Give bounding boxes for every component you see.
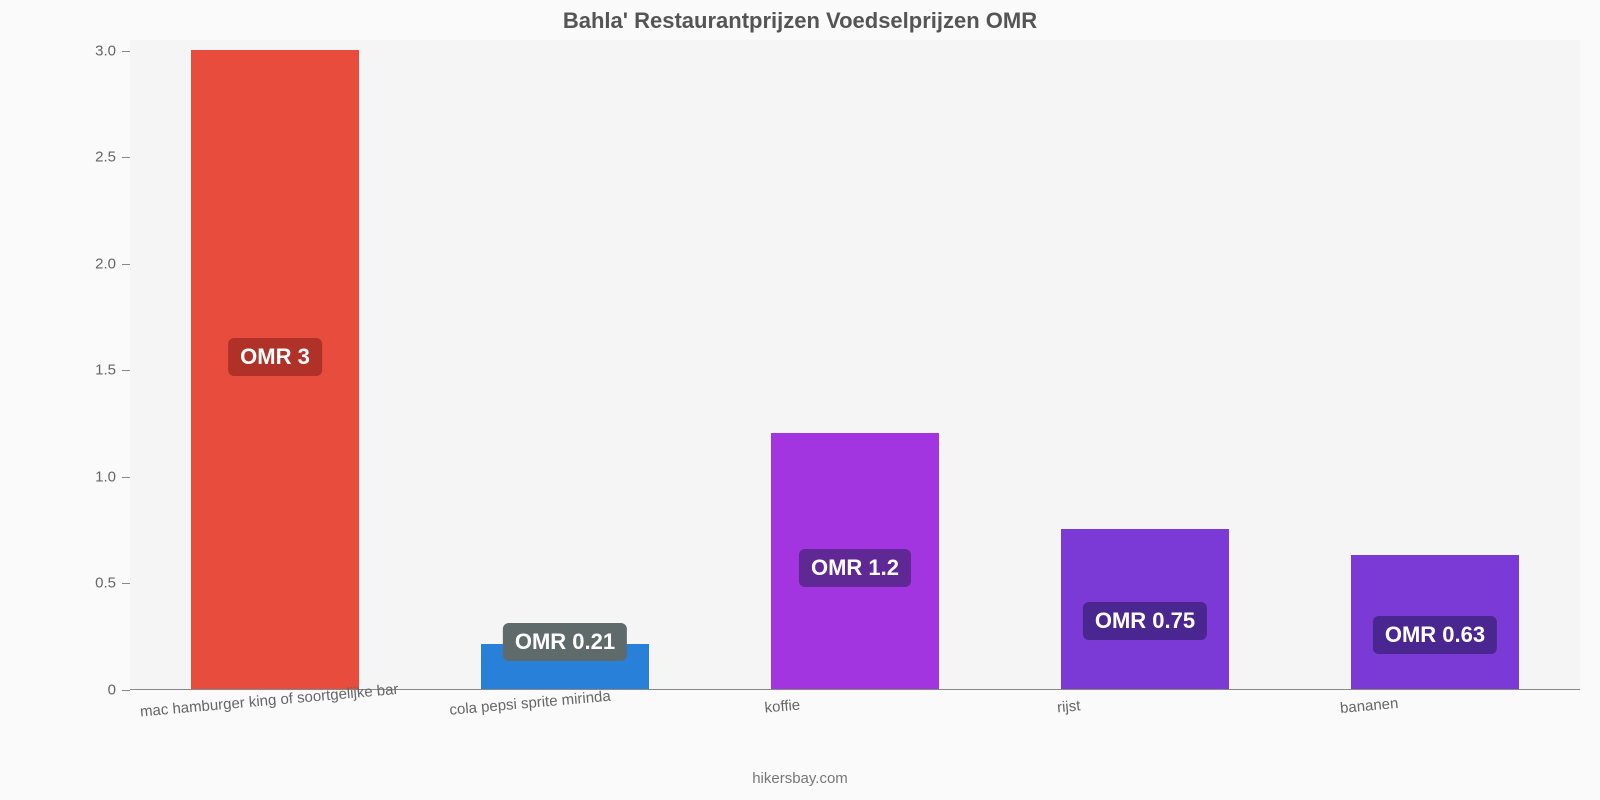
ytick-label: 2.0 [95,255,116,272]
bar-value-label: OMR 0.75 [1145,602,1269,640]
x-category-label: rijst [1056,697,1081,716]
ytick-mark [122,370,130,371]
ytick-mark [122,690,130,691]
x-category-label: koffie [764,697,801,717]
ytick-mark [122,477,130,478]
plot-area: 00.51.01.52.02.53.0OMR 3mac hamburger ki… [130,40,1580,690]
bar-value-label: OMR 3 [275,338,369,376]
bar-value-label: OMR 1.2 [855,549,967,587]
ytick-mark [122,583,130,584]
ytick-label: 0.5 [95,575,116,592]
ytick-label: 3.0 [95,42,116,59]
x-category-label: bananen [1339,695,1399,717]
chart-footer: hikersbay.com [0,770,1600,787]
bar-value-label: OMR 0.21 [565,623,689,661]
ytick-mark [122,264,130,265]
ytick-label: 1.0 [95,468,116,485]
ytick-label: 1.5 [95,362,116,379]
chart-title: Bahla' Restaurantprijzen Voedselprijzen … [0,8,1600,34]
x-category-label: cola pepsi sprite mirinda [449,688,612,719]
ytick-mark [122,51,130,52]
ytick-mark [122,157,130,158]
ytick-label: 2.5 [95,149,116,166]
bar-value-label: OMR 0.63 [1435,616,1559,654]
ytick-label: 0 [108,682,116,699]
